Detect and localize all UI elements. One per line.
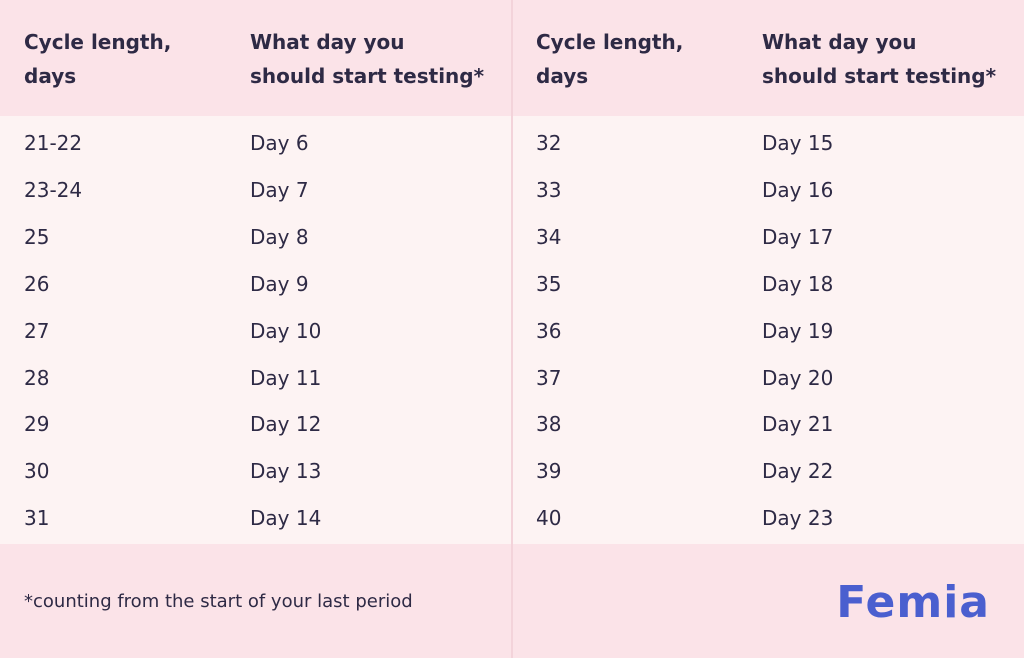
header-cell: should start testing* — [762, 64, 997, 88]
table-cell: 39 — [536, 459, 562, 484]
table-cell: 31 — [24, 506, 50, 531]
table-cell: Day 20 — [762, 365, 834, 390]
table-cell: Day 13 — [250, 459, 322, 484]
table-cell: Day 23 — [762, 506, 834, 531]
table-cell: 26 — [24, 271, 50, 296]
header-cell: What day you — [250, 30, 405, 54]
table-cell: 30 — [24, 459, 50, 484]
table-cell: 40 — [536, 506, 562, 531]
table-cell: Day 11 — [250, 365, 322, 390]
table-cell: 37 — [536, 365, 562, 390]
table-cell: Day 14 — [250, 506, 322, 531]
table-cell: 27 — [24, 318, 50, 343]
header-cell: Cycle length, — [536, 30, 684, 54]
table-cell: Day 8 — [250, 224, 309, 249]
table-cell: 36 — [536, 318, 562, 343]
header-cell: days — [536, 64, 589, 88]
table-cell: 25 — [24, 224, 50, 249]
header-cell: days — [24, 64, 77, 88]
header-cell: should start testing* — [250, 64, 485, 88]
table-cell: 32 — [536, 131, 562, 155]
table-cell: Day 22 — [762, 459, 834, 484]
table-cell: Day 17 — [762, 224, 834, 249]
header-cell: Cycle length, — [24, 30, 172, 54]
table-cell: Day 6 — [250, 131, 309, 155]
table-cell: Day 9 — [250, 271, 309, 296]
table-cell: Day 19 — [762, 318, 834, 343]
table-cell: Day 10 — [250, 318, 322, 343]
footnote: *counting from the start of your last pe… — [24, 591, 413, 612]
table-cell: Day 7 — [250, 177, 309, 202]
table-cell: Day 12 — [250, 412, 322, 437]
table-cell: 34 — [536, 224, 562, 249]
table-cell: 35 — [536, 271, 562, 296]
table-cell: Day 18 — [762, 271, 834, 296]
table-cell: 21-22 — [24, 131, 83, 155]
table-cell: Day 16 — [762, 177, 834, 202]
table-cell: 33 — [536, 177, 562, 202]
logo: Femia — [836, 577, 990, 628]
header-cell: What day you — [762, 30, 917, 54]
table-cell: 38 — [536, 412, 562, 437]
divider — [511, 0, 513, 658]
table-cell: Day 21 — [762, 412, 834, 437]
table-cell: 23-24 — [24, 177, 83, 202]
table-cell: 28 — [24, 365, 50, 390]
table-cell: Day 15 — [762, 131, 834, 155]
table-cell: 29 — [24, 412, 50, 437]
